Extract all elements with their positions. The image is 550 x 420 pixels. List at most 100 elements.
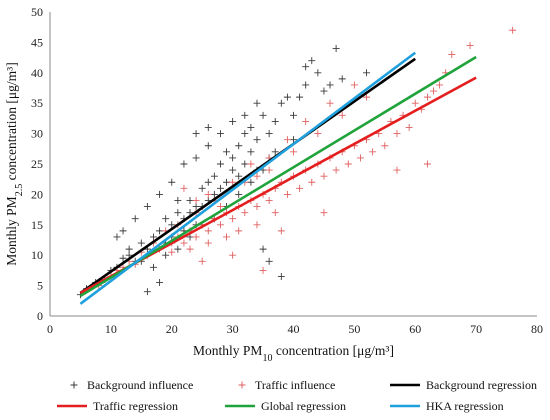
background-influence-point xyxy=(210,190,218,198)
traffic-influence-point xyxy=(204,239,212,247)
legend-label-background-influence: Background influence xyxy=(87,378,193,392)
background-influence-point xyxy=(229,154,237,162)
background-influence-point xyxy=(314,69,322,77)
background-influence-point xyxy=(210,172,218,180)
background-influence-point xyxy=(290,136,297,144)
traffic-influence-point xyxy=(283,136,291,144)
y-tick-label: 50 xyxy=(31,5,43,19)
background-influence-point xyxy=(192,154,200,162)
traffic-influence-point xyxy=(296,184,304,192)
traffic-influence-point xyxy=(369,148,377,156)
traffic-influence-point xyxy=(253,221,261,229)
traffic-influence-point xyxy=(204,227,212,235)
traffic-influence-point xyxy=(235,227,243,235)
background-influence-point xyxy=(302,81,310,89)
traffic-influence-point xyxy=(332,166,340,174)
background-influence-point xyxy=(174,196,182,204)
regression-lines xyxy=(79,51,477,305)
traffic-influence-point xyxy=(320,209,328,217)
background-influence-point xyxy=(259,245,267,253)
background-influence-point xyxy=(192,130,200,138)
traffic-influence-point xyxy=(363,93,371,101)
background-influence-point xyxy=(113,233,121,241)
traffic-influence-point xyxy=(180,184,188,192)
traffic-influence-point xyxy=(229,215,237,223)
background-influence-point xyxy=(198,184,206,192)
legend-label-hka-regression: HKA regression xyxy=(426,399,504,413)
x-tick-label: 70 xyxy=(470,322,482,336)
traffic-influence-point xyxy=(241,209,249,217)
x-tick-label: 0 xyxy=(47,322,53,336)
background-influence-point xyxy=(290,111,297,119)
traffic-influence-point xyxy=(168,248,176,256)
background-influence-point xyxy=(119,227,127,235)
traffic-influence-point xyxy=(229,251,237,259)
traffic-influence-point xyxy=(423,160,431,168)
background-influence-point xyxy=(235,190,243,198)
traffic-influence-point xyxy=(314,130,322,138)
legend-label-traffic-regression: Traffic regression xyxy=(93,399,178,413)
traffic-influence-point xyxy=(381,142,389,150)
background-influence-point xyxy=(326,81,334,89)
traffic-influence-point xyxy=(223,233,231,241)
y-tick-label: 25 xyxy=(31,157,43,171)
background-influence-point xyxy=(131,215,139,223)
background-influence-point xyxy=(156,279,164,287)
background-influence-point xyxy=(265,130,273,138)
y-tick-label: 0 xyxy=(37,309,43,323)
legend-label-global-regression: Global regression xyxy=(261,399,346,413)
traffic-influence-point xyxy=(265,196,273,204)
x-tick-label: 10 xyxy=(105,322,117,336)
traffic-influence-point xyxy=(423,93,431,101)
background-influence-point xyxy=(180,160,188,168)
x-tick-label: 60 xyxy=(409,322,421,336)
background-influence-point xyxy=(308,57,316,65)
background-influence-point xyxy=(253,99,261,107)
background-influence-point xyxy=(149,263,157,271)
x-tick-label: 30 xyxy=(227,322,239,336)
background-influence-point xyxy=(204,124,212,132)
background-influence-point xyxy=(259,111,267,119)
traffic-influence-point xyxy=(356,154,364,162)
background-influence-point xyxy=(229,166,237,174)
traffic-influence-point xyxy=(271,209,279,217)
traffic-influence-point xyxy=(216,221,224,229)
background-influence-point xyxy=(241,130,249,138)
background-influence-point xyxy=(271,117,279,125)
traffic-influence-point xyxy=(290,148,297,156)
background-influence-point xyxy=(320,87,328,95)
background-influence-point xyxy=(265,257,273,265)
background-influence-point xyxy=(302,63,310,71)
y-tick-label: 20 xyxy=(31,187,43,201)
y-tick-label: 30 xyxy=(31,127,43,141)
background-influence-point xyxy=(253,136,261,144)
background-regression-line xyxy=(79,57,416,294)
background-influence-point xyxy=(204,142,212,150)
legend-swatch-background-influence xyxy=(70,381,78,389)
background-influence-point xyxy=(216,130,224,138)
background-influence-point xyxy=(216,184,224,192)
traffic-influence-point xyxy=(436,81,444,89)
traffic-influence-point xyxy=(216,203,224,211)
background-influence-point xyxy=(332,44,340,52)
traffic-influence-point xyxy=(283,190,291,198)
background-influence-point xyxy=(223,178,231,186)
traffic-influence-point xyxy=(326,99,334,107)
background-influence-point xyxy=(296,93,304,101)
background-influence-point xyxy=(247,178,255,186)
traffic-influence-point xyxy=(338,111,346,119)
traffic-influence-point xyxy=(393,130,401,138)
background-influence-point xyxy=(363,69,371,77)
background-influence-point xyxy=(247,124,255,132)
background-influence-point xyxy=(168,178,176,186)
background-influence-point xyxy=(338,75,346,83)
background-influence-point xyxy=(247,148,255,156)
legend-label-traffic-influence: Traffic influence xyxy=(255,378,335,392)
background-influence-point xyxy=(283,93,291,101)
legend-swatch-traffic-influence xyxy=(238,381,246,389)
background-influence-point xyxy=(216,160,224,168)
background-influence-point xyxy=(223,148,231,156)
traffic-influence-point xyxy=(466,41,474,49)
axes: 0 10 20 30 40 50 60 70 80 0 5 10 15 20 25 30 35 40 45 50 xyxy=(31,5,543,336)
